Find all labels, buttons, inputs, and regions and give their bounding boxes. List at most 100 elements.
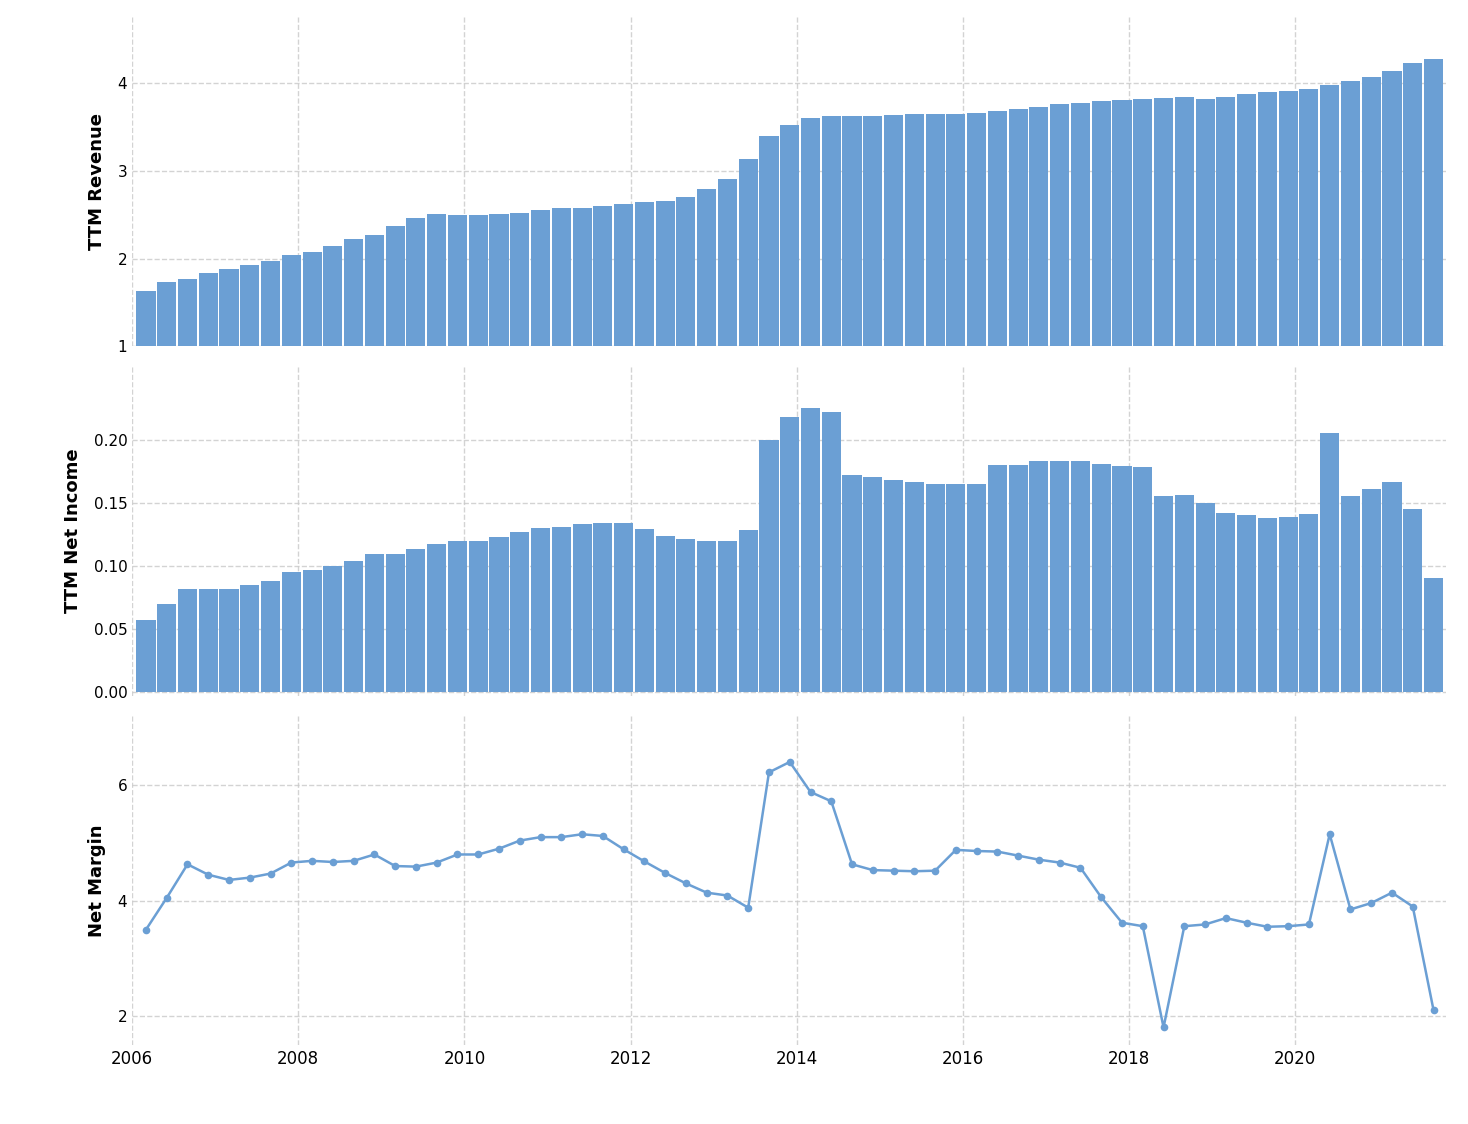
Bar [552, 208, 571, 434]
Bar [802, 118, 821, 434]
Bar [1195, 99, 1214, 434]
Bar [656, 201, 675, 434]
Bar [884, 116, 903, 434]
Bar [884, 480, 903, 692]
Bar [1320, 433, 1339, 692]
Bar [1050, 461, 1069, 692]
Bar [198, 273, 217, 434]
Bar [759, 136, 778, 434]
Bar [344, 561, 363, 692]
Bar [386, 226, 405, 434]
Bar [677, 540, 696, 692]
Bar [925, 483, 945, 692]
Bar [323, 565, 342, 692]
Bar [1340, 81, 1359, 434]
Bar [718, 541, 737, 692]
Bar [531, 210, 550, 434]
Bar [947, 114, 966, 434]
Bar [427, 544, 446, 692]
Y-axis label: TTM Revenue: TTM Revenue [88, 114, 106, 251]
Bar [1279, 91, 1298, 434]
Bar [386, 554, 405, 692]
Bar [1258, 92, 1277, 434]
Bar [261, 581, 280, 692]
Bar [531, 528, 550, 692]
Bar [220, 589, 239, 692]
Bar [407, 218, 426, 434]
Bar [1217, 97, 1236, 434]
Bar [904, 482, 923, 692]
Bar [552, 527, 571, 692]
Bar [697, 189, 716, 434]
Bar [1029, 461, 1048, 692]
Bar [1154, 497, 1173, 692]
Y-axis label: TTM Net Income: TTM Net Income [65, 448, 82, 614]
Bar [1133, 99, 1152, 434]
Bar [241, 584, 260, 692]
Bar [843, 474, 862, 692]
Bar [904, 115, 923, 434]
Bar [1383, 71, 1402, 434]
Bar [366, 554, 385, 692]
Bar [697, 541, 716, 692]
Bar [511, 532, 530, 692]
Bar [157, 604, 176, 692]
Bar [1092, 463, 1111, 692]
Bar [261, 261, 280, 434]
Bar [1113, 466, 1132, 692]
Bar [1009, 109, 1028, 434]
Bar [1072, 103, 1091, 434]
Bar [967, 483, 986, 692]
Bar [1299, 89, 1318, 434]
Bar [1362, 489, 1381, 692]
Bar [947, 483, 966, 692]
Bar [573, 208, 592, 434]
Bar [1050, 103, 1069, 434]
Bar [843, 116, 862, 434]
Bar [137, 291, 156, 434]
Bar [241, 265, 260, 434]
Bar [1238, 515, 1257, 692]
Bar [634, 202, 653, 434]
Bar [593, 206, 612, 434]
Bar [1009, 465, 1028, 692]
Bar [822, 411, 841, 692]
Bar [220, 269, 239, 434]
Bar [366, 235, 385, 434]
Bar [302, 570, 321, 692]
Bar [344, 239, 363, 434]
Bar [1424, 60, 1443, 434]
Bar [1424, 579, 1443, 692]
Bar [448, 215, 467, 434]
Bar [407, 550, 426, 692]
Bar [593, 523, 612, 692]
Bar [738, 160, 757, 434]
Bar [1174, 97, 1193, 434]
Bar [967, 112, 986, 434]
Bar [780, 417, 799, 692]
Bar [1133, 468, 1152, 692]
Bar [282, 255, 301, 434]
Bar [448, 541, 467, 692]
Bar [1092, 101, 1111, 434]
Bar [1383, 482, 1402, 692]
Bar [323, 246, 342, 434]
Bar [1403, 63, 1422, 434]
Bar [634, 529, 653, 692]
Bar [427, 214, 446, 434]
Bar [718, 180, 737, 434]
Bar [759, 439, 778, 692]
Bar [1258, 518, 1277, 692]
Bar [1299, 514, 1318, 692]
Bar [738, 531, 757, 692]
Bar [1195, 502, 1214, 692]
Bar [656, 535, 675, 692]
Bar [988, 111, 1007, 434]
Bar [614, 523, 633, 692]
Bar [1029, 107, 1048, 434]
Bar [1217, 513, 1236, 692]
Bar [1279, 517, 1298, 692]
Bar [780, 125, 799, 434]
Bar [1340, 497, 1359, 692]
Bar [1072, 461, 1091, 692]
